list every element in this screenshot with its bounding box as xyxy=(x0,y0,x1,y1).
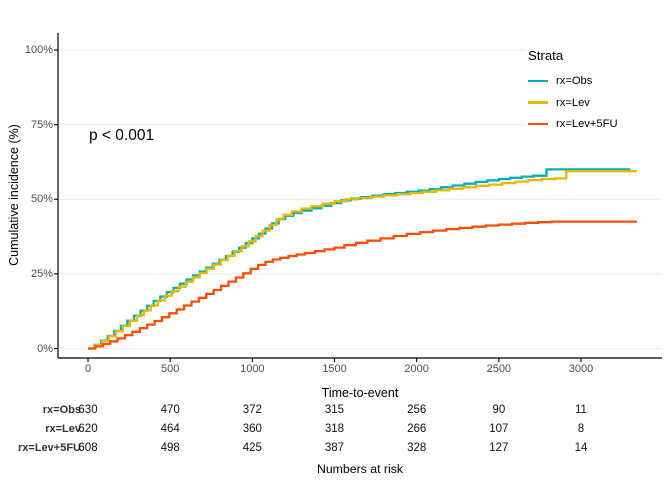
curve-rx=Lev+5FU xyxy=(88,220,637,350)
risk-value: 328 xyxy=(407,442,427,454)
legend: Strata rx=Obs rx=Lev rx=Lev+5FU xyxy=(524,40,662,142)
x-tick-label-2500: 2500 xyxy=(486,363,512,375)
risk-row-label-rx=Lev: rx=Lev xyxy=(45,423,81,435)
y-tick-label-100: 100% xyxy=(24,44,53,56)
x-tick-label-500: 500 xyxy=(160,363,180,375)
risk-value: 315 xyxy=(324,404,345,416)
risk-row-label-rx=Lev+5FU: rx=Lev+5FU xyxy=(18,442,81,454)
x-tick-label-0: 0 xyxy=(84,363,92,375)
risk-value: 387 xyxy=(324,442,345,454)
risk-value: 90 xyxy=(492,404,506,416)
curve-rx=Obs xyxy=(88,168,631,350)
risk-value: 620 xyxy=(78,423,98,435)
x-tick-label-1000: 1000 xyxy=(240,363,265,375)
risk-value: 8 xyxy=(577,423,585,435)
risk-value: 266 xyxy=(407,423,427,435)
legend-title: Strata xyxy=(528,48,564,63)
x-axis-title: Time-to-event xyxy=(321,386,399,400)
y-tick-label-75: 75% xyxy=(30,118,53,131)
legend-line-swatch xyxy=(528,122,548,126)
x-tick-label-2000: 2000 xyxy=(404,363,429,375)
risk-value: 318 xyxy=(324,423,345,435)
risk-value: 608 xyxy=(78,442,98,454)
risk-value: 127 xyxy=(489,442,509,454)
legend-line-swatch xyxy=(528,101,548,104)
legend-item-label: rx=Obs xyxy=(556,75,593,87)
risk-value: 11 xyxy=(575,404,587,416)
risk-value: 107 xyxy=(489,423,509,435)
risk-row-label-rx=Obs: rx=Obs xyxy=(42,404,81,416)
legend-items: rx=Obs rx=Lev rx=Lev+5FU xyxy=(528,73,662,132)
p-value-annotation: p < 0.001 xyxy=(89,127,155,144)
risk-value: 256 xyxy=(407,404,427,416)
numbers-at-risk-title: Numbers at risk xyxy=(316,462,404,476)
legend-item-rx=Lev: rx=Lev xyxy=(528,95,662,111)
y-tick-label-25: 25% xyxy=(30,267,53,280)
curve-rx=Lev xyxy=(88,170,637,350)
risk-value: 360 xyxy=(242,423,262,435)
legend-item-rx=Lev+5FU: rx=Lev+5FU xyxy=(528,116,662,132)
risk-value: 372 xyxy=(242,404,262,416)
x-tick-label-3000: 3000 xyxy=(568,363,594,375)
legend-line-swatch xyxy=(528,79,548,83)
legend-item-rx=Obs: rx=Obs xyxy=(528,73,662,89)
y-tick-label-0: 0% xyxy=(37,342,53,355)
y-tick-label-50: 50% xyxy=(30,193,53,206)
risk-value: 470 xyxy=(160,404,180,416)
risk-value: 498 xyxy=(160,442,180,454)
risk-value: 630 xyxy=(78,404,98,416)
x-tick-label-1500: 1500 xyxy=(322,363,347,375)
risk-value: 425 xyxy=(242,442,262,454)
risk-value: 464 xyxy=(160,423,180,435)
legend-item-label: rx=Lev xyxy=(556,96,590,109)
risk-value: 14 xyxy=(574,442,588,454)
legend-item-label: rx=Lev+5FU xyxy=(556,118,618,130)
